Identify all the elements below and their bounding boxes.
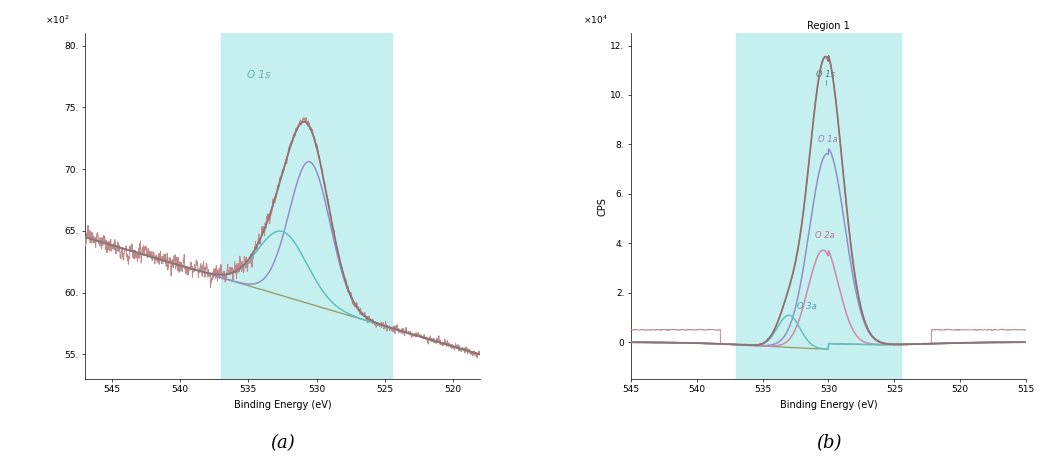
Y-axis label: CPS: CPS — [597, 197, 607, 216]
Text: (b): (b) — [816, 434, 841, 452]
Text: $\times\mathregular{10}^{\mathregular{2}}$: $\times\mathregular{10}^{\mathregular{2}… — [45, 14, 70, 26]
Text: O 2a: O 2a — [816, 231, 835, 240]
Bar — [736, 33, 901, 379]
Title: Region 1: Region 1 — [807, 21, 850, 31]
Bar — [221, 33, 391, 379]
Text: O 1s: O 1s — [816, 70, 835, 79]
Text: $\times\mathregular{10}^{\mathregular{4}}$: $\times\mathregular{10}^{\mathregular{4}… — [583, 14, 608, 26]
Text: O 3a: O 3a — [797, 302, 817, 311]
Text: O 1a: O 1a — [818, 135, 838, 144]
X-axis label: Binding Energy (eV): Binding Energy (eV) — [234, 400, 331, 410]
X-axis label: Binding Energy (eV): Binding Energy (eV) — [780, 400, 877, 410]
Text: (a): (a) — [270, 434, 295, 452]
Text: O 1s: O 1s — [247, 70, 271, 80]
